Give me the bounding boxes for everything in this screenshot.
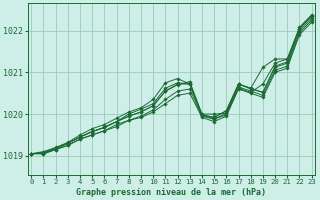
X-axis label: Graphe pression niveau de la mer (hPa): Graphe pression niveau de la mer (hPa): [76, 188, 267, 197]
